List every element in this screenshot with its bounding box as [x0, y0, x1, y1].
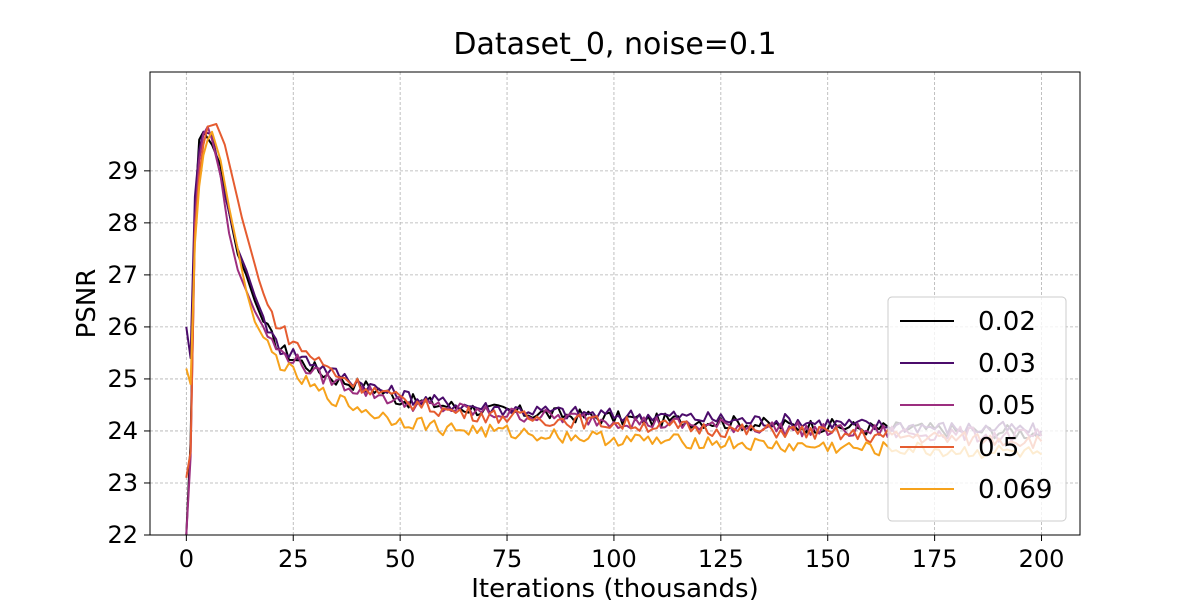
x-tick-label: 125: [698, 545, 744, 573]
plot-area-frame: [149, 71, 1081, 536]
x-tick-label: 0: [179, 545, 194, 573]
x-tick-label: 175: [912, 545, 958, 573]
y-tick-label: 25: [107, 365, 138, 393]
axis-ticks: 0 25 50 75 100 125 150 175 200 22 23 24 25 26 27 28 29: [107, 157, 1064, 573]
chart-title: Dataset_0, noise=0.1: [453, 27, 776, 62]
x-tick-label: 100: [591, 545, 637, 573]
legend-label: 0.5: [978, 433, 1019, 463]
legend-label: 0.03: [978, 349, 1036, 379]
x-tick-label: 25: [278, 545, 309, 573]
legend-label: 0.05: [978, 391, 1036, 421]
y-tick-label: 28: [107, 209, 138, 237]
x-tick-label: 200: [1019, 545, 1065, 573]
y-tick-label: 24: [107, 417, 138, 445]
legend-label: 0.02: [978, 307, 1036, 337]
legend-box: [887, 296, 1067, 522]
legend-label: 0.069: [978, 475, 1052, 505]
legend: 0.02 0.03 0.05 0.5 0.069: [887, 296, 1067, 522]
x-tick-label: 50: [385, 545, 416, 573]
y-tick-label: 26: [107, 313, 138, 341]
x-tick-label: 75: [492, 545, 523, 573]
x-tick-label: 150: [805, 545, 851, 573]
y-tick-label: 27: [107, 261, 138, 289]
y-axis-title: PSNR: [72, 269, 102, 339]
y-tick-label: 23: [107, 469, 138, 497]
y-tick-label: 22: [107, 521, 138, 549]
x-axis-title: Iterations (thousands): [471, 574, 758, 600]
y-tick-label: 29: [107, 157, 138, 185]
